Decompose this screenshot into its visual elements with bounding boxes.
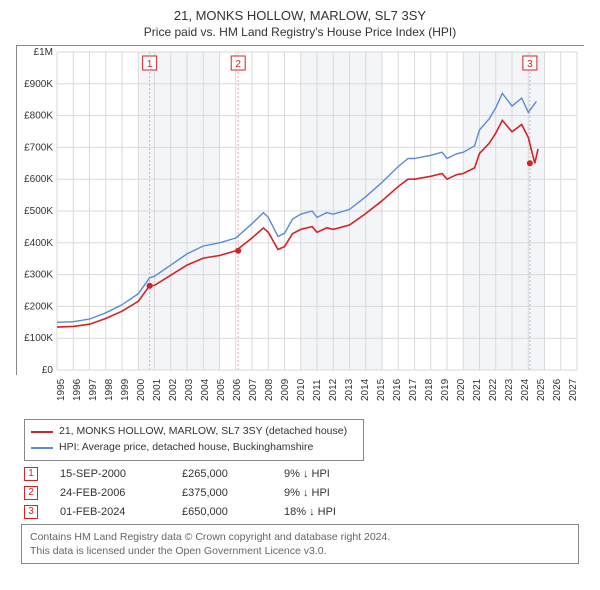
sale-marker-3: 3 [24, 505, 38, 519]
legend-label-property: 21, MONKS HOLLOW, MARLOW, SL7 3SY (detac… [59, 424, 347, 440]
sale-marker-1: 1 [24, 467, 38, 481]
sale-row-3: 3 01-FEB-2024 £650,000 18% ↓ HPI [24, 505, 590, 519]
sale-price-3: £650,000 [182, 506, 262, 518]
svg-text:£100K: £100K [24, 333, 53, 344]
svg-text:2: 2 [235, 59, 241, 70]
legend-swatch-property [31, 431, 53, 433]
page-title: 21, MONKS HOLLOW, MARLOW, SL7 3SY [10, 8, 590, 23]
svg-text:£300K: £300K [24, 270, 53, 281]
sale-price-1: £265,000 [182, 468, 262, 480]
footnote: Contains HM Land Registry data © Crown c… [21, 524, 579, 564]
svg-text:1: 1 [147, 59, 153, 70]
legend-row-property: 21, MONKS HOLLOW, MARLOW, SL7 3SY (detac… [31, 424, 357, 440]
page-subtitle: Price paid vs. HM Land Registry's House … [10, 25, 590, 39]
svg-text:£800K: £800K [24, 111, 53, 122]
svg-text:£0: £0 [42, 365, 54, 376]
svg-text:£1M: £1M [34, 47, 53, 58]
svg-text:£900K: £900K [24, 79, 53, 90]
price-chart: £0 £100K £200K £300K £400K £500K £600K £700K £80… [16, 45, 584, 375]
legend-row-hpi: HPI: Average price, detached house, Buck… [31, 440, 357, 456]
sale-row-1: 1 15-SEP-2000 £265,000 9% ↓ HPI [24, 467, 590, 481]
sale-date-2: 24-FEB-2006 [60, 487, 160, 499]
sale-diff-1: 9% ↓ HPI [284, 468, 364, 480]
chart-svg: £0 £100K £200K £300K £400K £500K £600K £700K £80… [17, 46, 585, 376]
x-axis-labels: 1995199619971998199920002001200220032004… [16, 379, 584, 413]
svg-text:3: 3 [527, 59, 533, 70]
sale-date-3: 01-FEB-2024 [60, 506, 160, 518]
svg-text:£600K: £600K [24, 174, 53, 185]
legend-label-hpi: HPI: Average price, detached house, Buck… [59, 440, 313, 456]
footnote-line-2: This data is licensed under the Open Gov… [30, 544, 570, 558]
sale-diff-2: 9% ↓ HPI [284, 487, 364, 499]
sale-date-1: 15-SEP-2000 [60, 468, 160, 480]
svg-text:£700K: £700K [24, 142, 53, 153]
sale-marker-2: 2 [24, 486, 38, 500]
svg-text:£400K: £400K [24, 238, 53, 249]
sale-row-2: 2 24-FEB-2006 £375,000 9% ↓ HPI [24, 486, 590, 500]
svg-text:£500K: £500K [24, 206, 53, 217]
chart-legend: 21, MONKS HOLLOW, MARLOW, SL7 3SY (detac… [24, 419, 364, 461]
footnote-line-1: Contains HM Land Registry data © Crown c… [30, 530, 570, 544]
sales-table: 1 15-SEP-2000 £265,000 9% ↓ HPI 2 24-FEB… [24, 467, 590, 519]
sale-diff-3: 18% ↓ HPI [284, 506, 364, 518]
legend-swatch-hpi [31, 447, 53, 449]
svg-text:£200K: £200K [24, 301, 53, 312]
sale-price-2: £375,000 [182, 487, 262, 499]
